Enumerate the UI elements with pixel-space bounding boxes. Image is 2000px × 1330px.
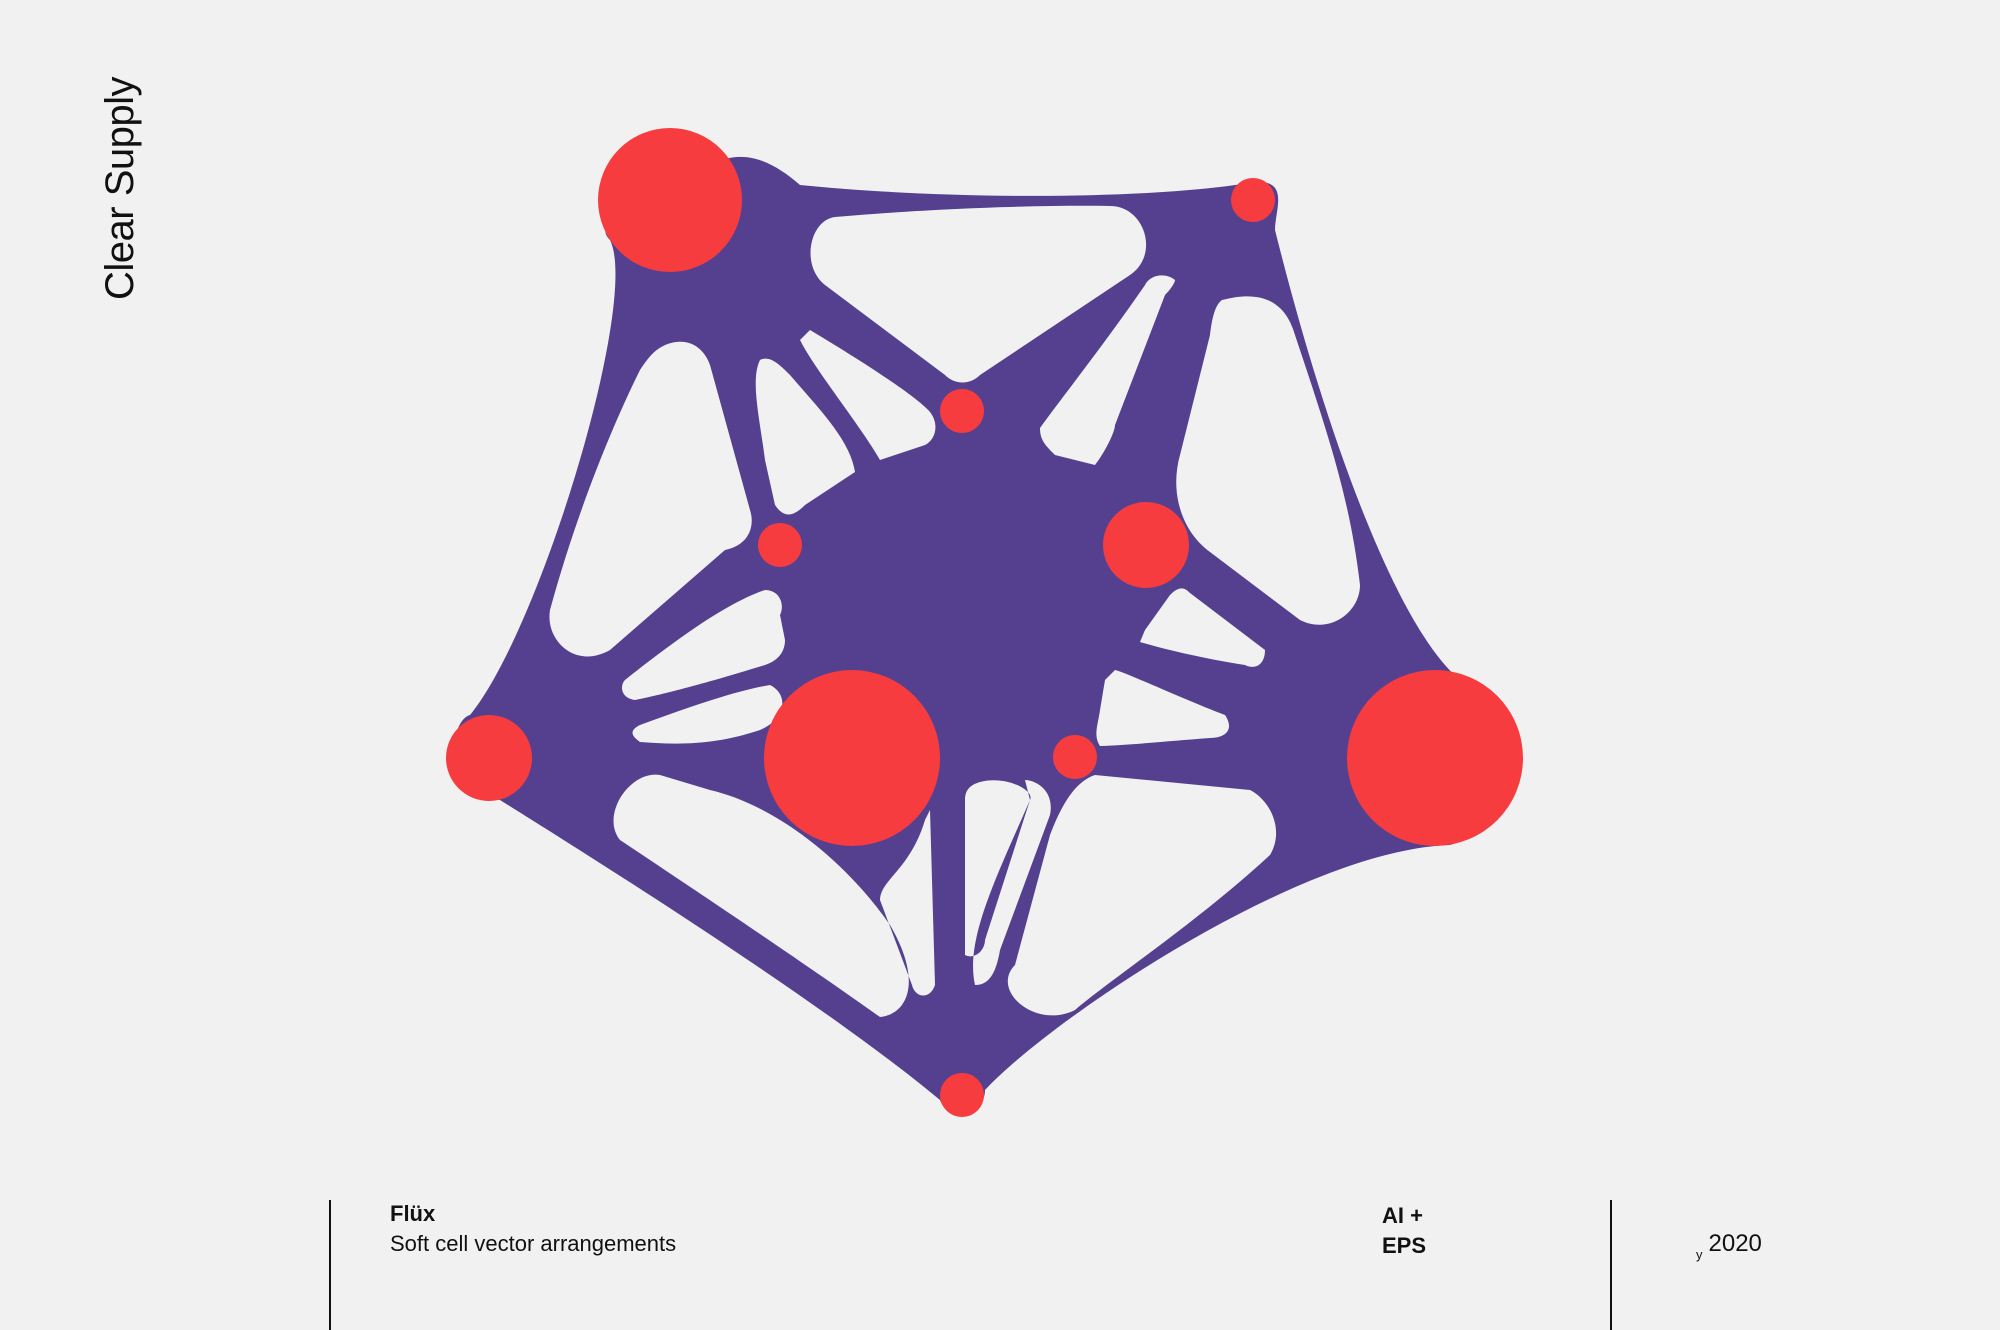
node-right: [1347, 670, 1523, 846]
node-top-right: [1231, 178, 1275, 222]
year-block: y 2020: [1696, 1230, 1762, 1262]
year-symbol: y: [1696, 1247, 1703, 1262]
node-top-left: [598, 128, 742, 272]
node-bottom: [940, 1073, 984, 1117]
node-center-right: [1053, 735, 1097, 779]
file-formats: AI + EPS: [1382, 1201, 1426, 1261]
format-ai: AI +: [1382, 1203, 1423, 1228]
node-center-left: [764, 670, 940, 846]
node-center-top: [940, 389, 984, 433]
product-description: Soft cell vector arrangements: [390, 1231, 677, 1256]
node-left-inner: [758, 523, 802, 567]
node-left: [446, 715, 532, 801]
node-right-inner: [1103, 502, 1189, 588]
divider-left: [329, 1200, 331, 1330]
cell-body: [454, 156, 1521, 1115]
divider-right: [1610, 1200, 1612, 1330]
soft-cell-artwork: [446, 128, 1523, 1117]
product-name: Flüx: [390, 1201, 436, 1226]
format-eps: EPS: [1382, 1233, 1427, 1258]
year: 2020: [1708, 1230, 1762, 1257]
